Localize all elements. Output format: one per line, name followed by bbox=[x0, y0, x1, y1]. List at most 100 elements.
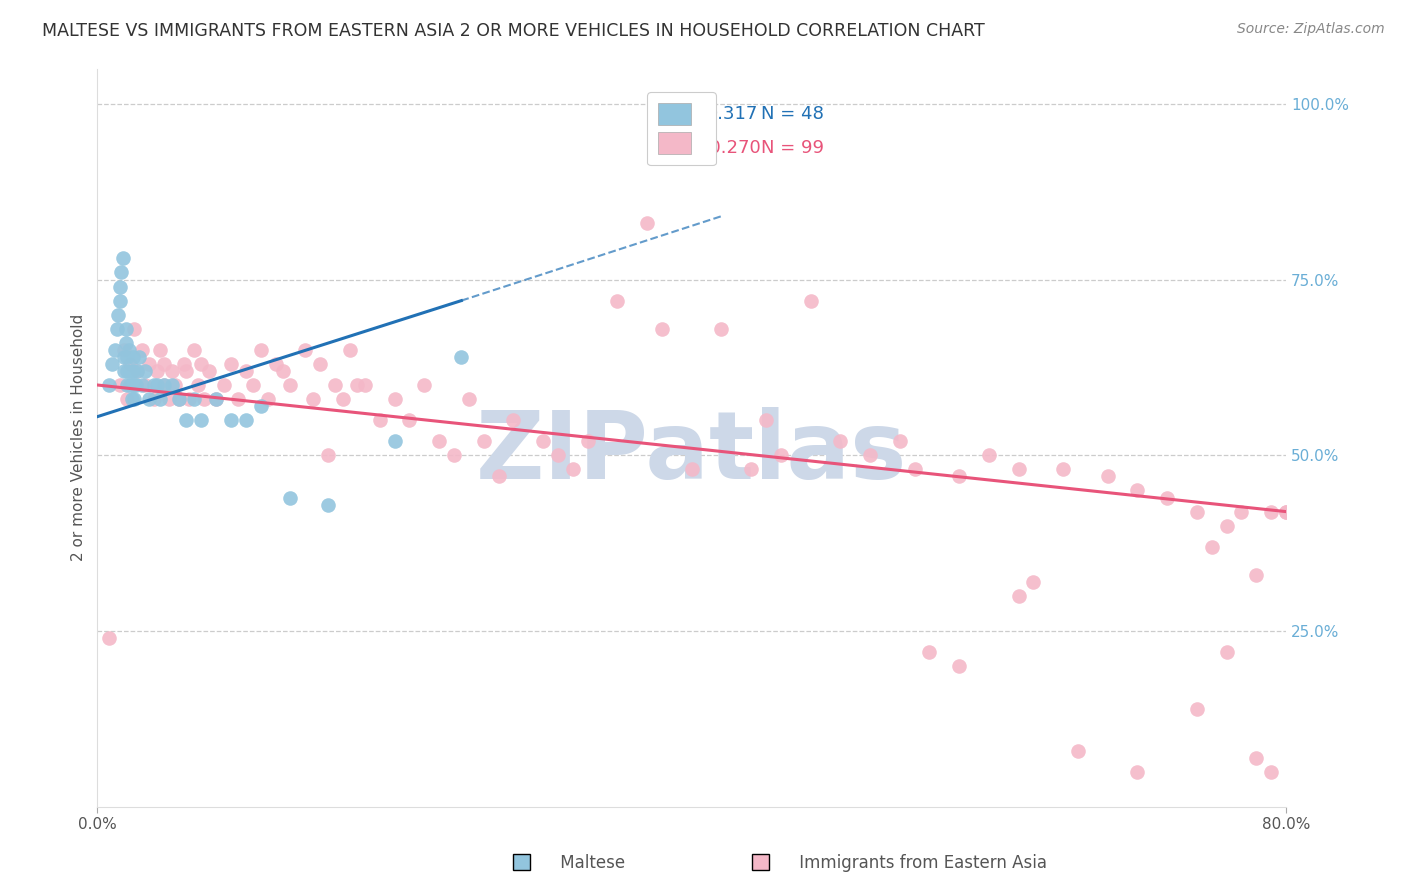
Point bbox=[219, 357, 242, 371]
Point bbox=[502, 413, 524, 427]
Point bbox=[219, 413, 242, 427]
Point bbox=[167, 392, 190, 406]
Point bbox=[104, 343, 127, 357]
Point bbox=[110, 265, 132, 279]
Point bbox=[160, 364, 183, 378]
Point bbox=[1244, 750, 1267, 764]
Point bbox=[903, 462, 925, 476]
Point bbox=[249, 399, 271, 413]
Point bbox=[179, 392, 201, 406]
Point bbox=[323, 378, 346, 392]
Point bbox=[118, 357, 141, 371]
Point bbox=[830, 434, 852, 449]
Point bbox=[1260, 764, 1282, 779]
Point bbox=[122, 350, 145, 364]
Point bbox=[98, 378, 121, 392]
Point bbox=[531, 434, 554, 449]
Text: R =: R = bbox=[676, 105, 710, 123]
Point bbox=[1185, 505, 1208, 519]
Point bbox=[1156, 491, 1178, 505]
Point bbox=[332, 392, 354, 406]
Point bbox=[948, 659, 970, 673]
Point bbox=[398, 413, 420, 427]
Point bbox=[124, 322, 146, 336]
Point bbox=[118, 364, 141, 378]
Point bbox=[1185, 701, 1208, 715]
Point bbox=[710, 322, 733, 336]
Point bbox=[146, 364, 169, 378]
Y-axis label: 2 or more Vehicles in Household: 2 or more Vehicles in Household bbox=[72, 314, 86, 561]
Point bbox=[488, 469, 510, 483]
Text: N = 99: N = 99 bbox=[761, 138, 824, 156]
Text: R =: R = bbox=[676, 138, 710, 156]
Text: Source: ZipAtlas.com: Source: ZipAtlas.com bbox=[1237, 22, 1385, 37]
Point bbox=[547, 448, 569, 462]
Point bbox=[176, 364, 198, 378]
Point bbox=[131, 343, 153, 357]
Point bbox=[384, 392, 406, 406]
Point bbox=[413, 378, 436, 392]
Point bbox=[114, 322, 136, 336]
Point bbox=[384, 434, 406, 449]
Point bbox=[108, 293, 131, 308]
Point bbox=[576, 434, 599, 449]
Point bbox=[121, 392, 143, 406]
Point bbox=[443, 448, 465, 462]
Point bbox=[309, 357, 332, 371]
Point bbox=[187, 378, 209, 392]
Point bbox=[301, 392, 323, 406]
Point bbox=[1275, 505, 1298, 519]
Point bbox=[1052, 462, 1074, 476]
Point bbox=[125, 378, 148, 392]
Point bbox=[124, 392, 146, 406]
Point bbox=[115, 378, 138, 392]
Point bbox=[160, 378, 183, 392]
Point bbox=[1126, 483, 1149, 498]
Point bbox=[1007, 462, 1029, 476]
Point bbox=[111, 252, 134, 266]
Point bbox=[146, 378, 169, 392]
Point bbox=[138, 357, 160, 371]
Point bbox=[128, 350, 150, 364]
Point bbox=[353, 378, 375, 392]
Point bbox=[134, 364, 156, 378]
Point bbox=[1097, 469, 1119, 483]
Point bbox=[149, 392, 172, 406]
Point bbox=[112, 350, 135, 364]
Point bbox=[918, 645, 941, 659]
Point bbox=[242, 378, 264, 392]
Point bbox=[107, 308, 129, 322]
Point bbox=[117, 343, 139, 357]
Point bbox=[257, 392, 280, 406]
Point bbox=[115, 392, 138, 406]
Point bbox=[228, 392, 250, 406]
Point bbox=[153, 378, 176, 392]
Point bbox=[212, 378, 235, 392]
Point bbox=[112, 364, 135, 378]
Point bbox=[112, 343, 135, 357]
Point bbox=[271, 364, 294, 378]
Point bbox=[280, 491, 302, 505]
Point bbox=[115, 350, 138, 364]
Point bbox=[190, 413, 212, 427]
Point bbox=[1215, 518, 1237, 533]
Point bbox=[651, 322, 673, 336]
Point bbox=[1215, 645, 1237, 659]
Point bbox=[264, 357, 287, 371]
Point bbox=[127, 364, 149, 378]
Point bbox=[1244, 568, 1267, 582]
Point bbox=[681, 462, 703, 476]
Point bbox=[118, 378, 141, 392]
Point bbox=[176, 413, 198, 427]
Point bbox=[108, 279, 131, 293]
Point bbox=[1275, 505, 1298, 519]
Point bbox=[193, 392, 215, 406]
Point bbox=[183, 343, 205, 357]
Point bbox=[205, 392, 228, 406]
Legend: , : , bbox=[647, 92, 716, 165]
Point bbox=[636, 216, 658, 230]
Point bbox=[153, 357, 176, 371]
Point bbox=[1230, 505, 1253, 519]
Point bbox=[114, 335, 136, 350]
Point bbox=[157, 392, 180, 406]
